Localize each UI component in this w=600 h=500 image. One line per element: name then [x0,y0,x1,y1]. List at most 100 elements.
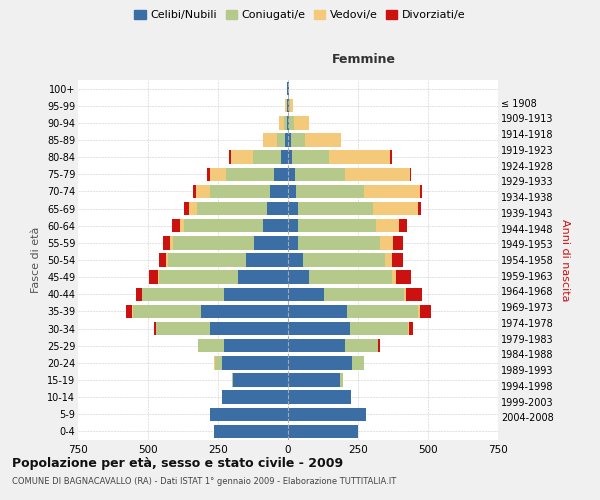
Bar [410,168,411,181]
Bar [277,134,285,146]
Bar [392,270,396,284]
Bar [157,322,209,336]
Bar [159,254,166,266]
Bar [288,339,346,352]
Bar [346,339,377,352]
Bar [287,99,288,112]
Bar [253,150,281,164]
Bar [288,99,289,112]
Bar [263,219,288,232]
Bar [193,184,196,198]
Bar [224,339,288,352]
Bar [396,270,411,284]
Bar [279,116,284,130]
Bar [298,202,373,215]
Bar [305,134,341,146]
Bar [287,116,288,130]
Bar [233,374,288,386]
Bar [288,356,352,370]
Bar [293,116,309,130]
Bar [173,236,254,250]
Bar [329,150,390,164]
Bar [214,356,215,370]
Bar [288,322,350,336]
Bar [288,184,296,198]
Bar [288,219,298,232]
Bar [289,116,293,130]
Bar [209,322,288,336]
Bar [296,184,364,198]
Bar [226,168,274,181]
Bar [288,168,295,181]
Bar [289,99,290,112]
Bar [346,168,410,181]
Bar [418,304,419,318]
Bar [170,236,173,250]
Bar [196,184,209,198]
Bar [325,288,404,301]
Bar [209,168,226,181]
Bar [390,150,392,164]
Bar [352,356,364,370]
Bar [288,390,351,404]
Bar [288,374,340,386]
Bar [376,219,398,232]
Text: Femmine: Femmine [332,52,395,66]
Bar [207,168,209,181]
Bar [184,202,188,215]
Bar [292,150,329,164]
Bar [406,288,422,301]
Bar [246,254,288,266]
Text: COMUNE DI BAGNACAVALLO (RA) - Dati ISTAT 1° gennaio 2009 - Elaborazione TUTTITAL: COMUNE DI BAGNACAVALLO (RA) - Dati ISTAT… [12,478,396,486]
Bar [288,134,291,146]
Bar [288,304,347,318]
Bar [418,202,421,215]
Bar [288,236,298,250]
Bar [291,134,305,146]
Bar [267,202,288,215]
Bar [295,168,346,181]
Bar [238,270,288,284]
Bar [172,219,180,232]
Bar [288,116,289,130]
Bar [229,150,230,164]
Bar [309,270,392,284]
Bar [201,304,288,318]
Bar [419,304,431,318]
Y-axis label: Fasce di età: Fasce di età [31,227,41,293]
Bar [133,304,201,318]
Bar [167,254,246,266]
Bar [263,134,277,146]
Bar [364,184,419,198]
Bar [209,408,288,421]
Bar [154,322,156,336]
Bar [142,288,224,301]
Bar [288,202,298,215]
Bar [254,236,288,250]
Bar [199,339,224,352]
Bar [298,219,376,232]
Bar [288,288,325,301]
Bar [197,202,267,215]
Bar [274,168,288,181]
Bar [158,270,159,284]
Bar [385,254,392,266]
Bar [230,150,253,164]
Bar [136,288,142,301]
Text: Popolazione per età, sesso e stato civile - 2009: Popolazione per età, sesso e stato civil… [12,458,343,470]
Bar [281,150,288,164]
Bar [378,339,380,352]
Bar [224,288,288,301]
Bar [288,254,304,266]
Bar [127,304,132,318]
Bar [214,424,288,438]
Bar [340,374,343,386]
Bar [285,99,287,112]
Bar [380,236,393,250]
Bar [298,236,380,250]
Bar [419,184,422,198]
Bar [347,304,418,318]
Bar [288,270,309,284]
Legend: Celibi/Nubili, Coniugati/e, Vedovi/e, Divorziati/e: Celibi/Nubili, Coniugati/e, Vedovi/e, Di… [130,6,470,25]
Bar [285,134,288,146]
